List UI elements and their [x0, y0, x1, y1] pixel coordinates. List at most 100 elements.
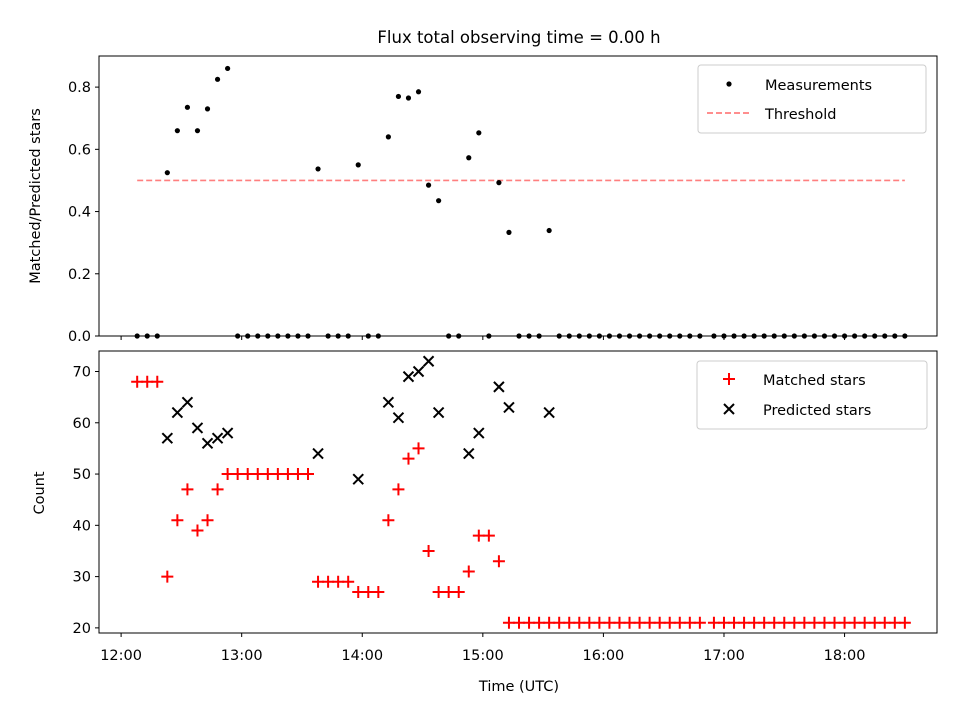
predicted-star-point — [211, 432, 224, 444]
matched-star-point — [523, 616, 536, 629]
legend-matched-label: Matched stars — [763, 373, 866, 389]
matched-star-point — [392, 483, 405, 496]
matched-star-point — [848, 616, 861, 629]
top-y-tick-label: 0.4 — [68, 205, 91, 221]
measurement-point — [214, 76, 221, 82]
chart-title: Flux total observing time = 0.00 h — [377, 28, 660, 47]
legend-predicted-marker — [723, 403, 735, 415]
top-panel: 0.00.20.40.60.8 Matched/Predicted stars … — [28, 55, 938, 345]
measurement-point — [194, 128, 201, 134]
predicted-star-point — [463, 447, 475, 460]
matched-star-point — [828, 616, 841, 629]
matched-star-point — [442, 585, 455, 598]
legend-matched-marker — [723, 373, 735, 385]
top-legend: Measurements Threshold — [697, 64, 927, 134]
measurement-point — [415, 89, 422, 95]
matched-star-point — [221, 468, 234, 481]
matched-star-point — [563, 616, 576, 629]
measurement-point — [395, 93, 402, 100]
matched-star-point — [301, 468, 314, 481]
predicted-star-point — [432, 406, 445, 419]
bottom-y-axis-label: Count — [32, 471, 48, 514]
x-tick-label: 17:00 — [703, 648, 745, 664]
x-tick-label: 12:00 — [100, 648, 142, 664]
matched-star-point — [653, 616, 666, 629]
predicted-star-point — [543, 406, 555, 419]
x-tick-label: 14:00 — [341, 648, 383, 664]
measurement-point — [315, 166, 321, 172]
bottom-y-tick-label: 30 — [73, 570, 91, 586]
predicted-star-point — [221, 427, 234, 439]
measurement-point — [546, 227, 552, 234]
matched-star-point — [838, 616, 851, 629]
matched-star-point — [643, 616, 656, 629]
measurement-point — [204, 106, 211, 112]
legend-threshold-label: Threshold — [764, 107, 836, 123]
matched-star-point — [452, 585, 465, 598]
matched-star-point — [271, 468, 284, 481]
matched-star-point — [768, 616, 781, 629]
measurement-point — [466, 155, 472, 161]
legend-measurements-label: Measurements — [765, 78, 872, 94]
matched-star-point — [472, 529, 485, 542]
matched-star-point — [151, 375, 164, 388]
matched-star-point — [808, 616, 821, 629]
bottom-y-tick-label: 70 — [73, 365, 91, 381]
predicted-star-point — [473, 427, 485, 439]
matched-star-point — [342, 575, 355, 588]
matched-star-point — [141, 375, 154, 388]
bottom-y-tick-label: 20 — [73, 621, 91, 637]
top-y-tick-label: 0.2 — [68, 267, 91, 283]
matched-star-point — [798, 616, 811, 629]
measurement-point — [496, 180, 502, 186]
matched-star-point — [603, 616, 616, 629]
bottom-y-tick-label: 40 — [73, 518, 91, 534]
matched-star-point — [191, 524, 204, 537]
matched-star-point — [131, 375, 144, 388]
matched-star-point — [322, 575, 335, 588]
matched-star-point — [633, 616, 646, 629]
matched-star-point — [502, 616, 515, 629]
bottom-legend-frame — [696, 360, 928, 430]
top-y-tick-label: 0.0 — [68, 329, 91, 345]
matched-star-point — [432, 585, 445, 598]
matched-star-point — [613, 616, 626, 629]
measurement-point — [506, 229, 512, 235]
matched-star-point — [858, 616, 871, 629]
matched-star-point — [161, 570, 174, 583]
matched-star-point — [402, 452, 415, 465]
matched-star-point — [211, 483, 224, 496]
top-y-axis-label: Matched/Predicted stars — [28, 108, 44, 284]
measurement-point — [164, 170, 170, 176]
matched-star-point — [241, 468, 254, 481]
matched-star-point — [492, 555, 505, 568]
matched-star-point — [412, 442, 425, 455]
measurement-point — [436, 198, 442, 204]
matched-star-point — [553, 616, 566, 629]
x-tick-label: 13:00 — [221, 648, 263, 664]
matched-star-point — [573, 616, 586, 629]
matched-star-point — [728, 616, 741, 629]
matched-star-point — [818, 616, 831, 629]
matched-star-point — [673, 616, 686, 629]
bottom-legend: Matched stars Predicted stars — [696, 360, 928, 430]
matched-star-point — [738, 616, 751, 629]
x-tick-label: 18:00 — [824, 648, 866, 664]
predicted-star-point — [503, 401, 515, 414]
top-legend-frame — [697, 64, 927, 134]
matched-star-point — [382, 514, 395, 527]
matched-star-point — [788, 616, 801, 629]
matched-star-point — [513, 616, 526, 629]
predicted-star-point — [382, 396, 395, 408]
matched-star-point — [181, 483, 194, 496]
matched-star-point — [663, 616, 676, 629]
matched-star-point — [543, 616, 556, 629]
matched-star-point — [758, 616, 771, 629]
legend-measurements-marker — [726, 81, 732, 87]
matched-star-point — [748, 616, 761, 629]
matched-star-point — [778, 616, 791, 629]
top-axes-frame — [98, 55, 938, 337]
matched-star-point — [878, 616, 891, 629]
matched-star-point — [422, 544, 435, 557]
